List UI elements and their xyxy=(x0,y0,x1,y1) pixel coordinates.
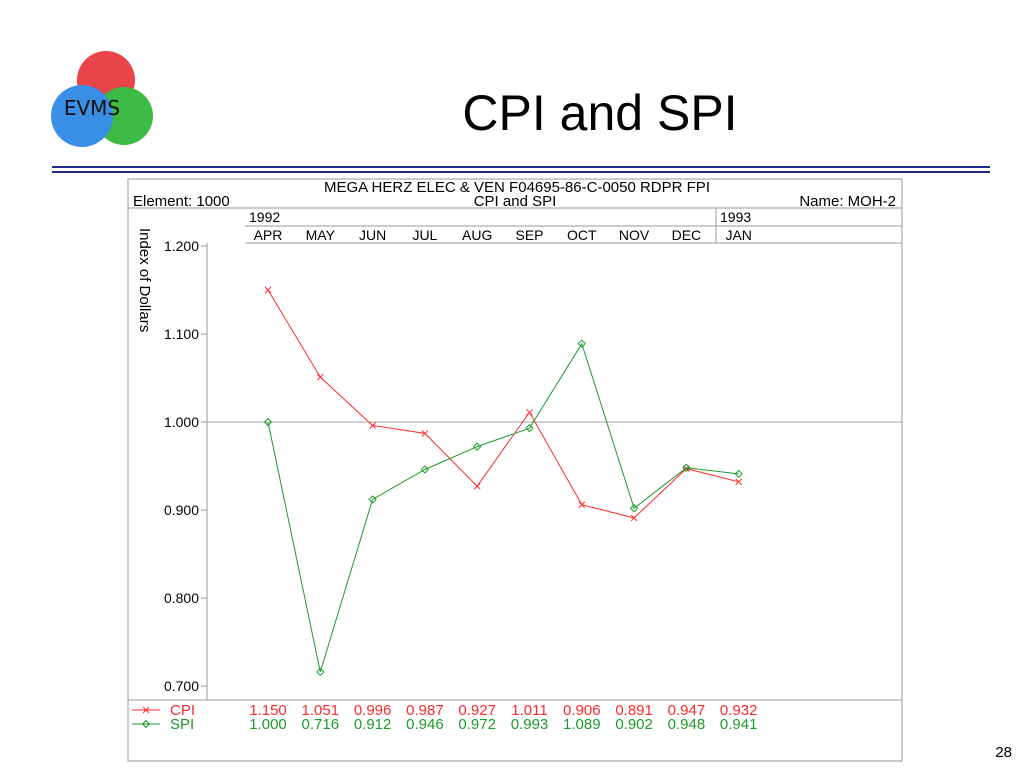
x-tick-label-jul: JUL xyxy=(412,227,437,243)
title-divider-bottom xyxy=(52,171,990,173)
x-tick-label-oct: OCT xyxy=(567,227,597,243)
cpi-point-nov xyxy=(630,514,638,522)
spi-value-nov: 0.902 xyxy=(615,716,653,733)
y-tick-label: 0.800 xyxy=(164,590,199,606)
legend-cpi-label: CPI xyxy=(170,702,195,719)
spi-value-jun: 0.912 xyxy=(354,716,392,733)
x-tick-label-jun: JUN xyxy=(359,227,386,243)
y-tick-label: 0.900 xyxy=(164,502,199,518)
cpi-value-sep: 1.011 xyxy=(511,702,547,719)
spi-point-apr xyxy=(263,417,273,427)
spi-value-may: 0.716 xyxy=(302,716,340,733)
spi-value-jul: 0.946 xyxy=(406,716,444,733)
legend-spi: SPI xyxy=(132,716,194,733)
spi-value-sep: 0.993 xyxy=(511,716,549,733)
y-tick-label: 1.100 xyxy=(164,326,199,342)
cpi-value-jan: 0.932 xyxy=(720,702,758,719)
cpi-point-jan xyxy=(735,478,743,486)
cpi-point-oct xyxy=(578,501,586,509)
page-number: 28 xyxy=(995,744,1012,761)
chart-frame xyxy=(127,178,903,762)
cpi-value-apr: 1.150 xyxy=(249,702,287,719)
cpi-point-jun xyxy=(369,422,376,429)
logo-green-circle xyxy=(95,87,153,145)
evms-logo: EVMS xyxy=(51,51,153,147)
x-tick-label-apr: APR xyxy=(254,227,283,243)
cpi-value-aug: 0.927 xyxy=(458,702,496,719)
x-tick-label-jan: JAN xyxy=(725,227,751,243)
spi-point-jul xyxy=(420,465,430,474)
cpi-value-dec: 0.947 xyxy=(668,702,706,719)
chart-header-line1: MEGA HERZ ELEC & VEN F04695-86-C-0050 RD… xyxy=(324,179,710,196)
spi-point-sep xyxy=(525,423,534,433)
chart-subtitle: CPI and SPI xyxy=(474,193,557,210)
chart-name-label: Name: MOH-2 xyxy=(799,193,896,210)
cpi-point-may xyxy=(316,373,324,381)
spi-value-dec: 0.948 xyxy=(668,716,706,733)
x-tick-label-nov: NOV xyxy=(619,227,650,243)
cpi-point-jul xyxy=(421,430,429,437)
legend-spi-label: SPI xyxy=(170,716,194,733)
x-tick-label-aug: AUG xyxy=(462,227,492,243)
y-tick-label: 0.700 xyxy=(164,678,199,694)
logo-text: EVMS xyxy=(64,96,120,120)
spi-point-jan xyxy=(734,469,743,479)
cpi-series-line xyxy=(267,289,739,519)
spi-point-nov xyxy=(629,504,639,513)
cpi-value-oct: 0.906 xyxy=(563,702,601,719)
year-label-1992: 1992 xyxy=(249,209,280,225)
x-tick-label-dec: DEC xyxy=(672,227,702,243)
chart-element-label: Element: 1000 xyxy=(133,193,230,210)
legend-cpi-marker xyxy=(142,706,150,714)
y-tick-label: 1.000 xyxy=(164,414,199,430)
spi-point-jun xyxy=(368,495,377,504)
y-tick-label: 1.200 xyxy=(164,238,199,254)
x-tick-label-may: MAY xyxy=(306,227,336,243)
legend-spi-marker xyxy=(141,719,151,729)
cpi-value-jun: 0.996 xyxy=(354,702,392,719)
legend-cpi: CPI xyxy=(132,702,195,719)
spi-point-may xyxy=(316,667,325,677)
logo-blue-circle xyxy=(51,85,113,147)
spi-value-apr: 1.000 xyxy=(249,716,287,733)
cpi-value-nov: 0.891 xyxy=(615,702,653,719)
spi-value-oct: 1.089 xyxy=(563,716,601,733)
year-label-1993: 1993 xyxy=(720,209,751,225)
chart-plot-area: APR MAY JUN JUL AUG SEP OCT NOV DEC JAN 0.700 0.800… xyxy=(164,227,902,733)
title-divider-top xyxy=(52,166,990,168)
page-title: CPI and SPI xyxy=(462,85,738,141)
x-tick-label-sep: SEP xyxy=(515,227,543,243)
cpi-value-may: 1.051 xyxy=(302,702,340,719)
cpi-value-jul: 0.987 xyxy=(406,702,444,719)
spi-value-aug: 0.972 xyxy=(458,716,496,733)
spi-value-jan: 0.941 xyxy=(720,716,758,733)
spi-series-line xyxy=(267,342,739,673)
cpi-point-sep xyxy=(526,408,533,416)
spi-point-oct xyxy=(577,339,587,348)
spi-point-aug xyxy=(472,442,482,451)
cpi-point-aug xyxy=(473,482,481,490)
spi-point-dec xyxy=(682,463,691,472)
cpi-point-apr xyxy=(264,286,272,294)
y-axis-label: Index of Dollars xyxy=(136,228,153,332)
